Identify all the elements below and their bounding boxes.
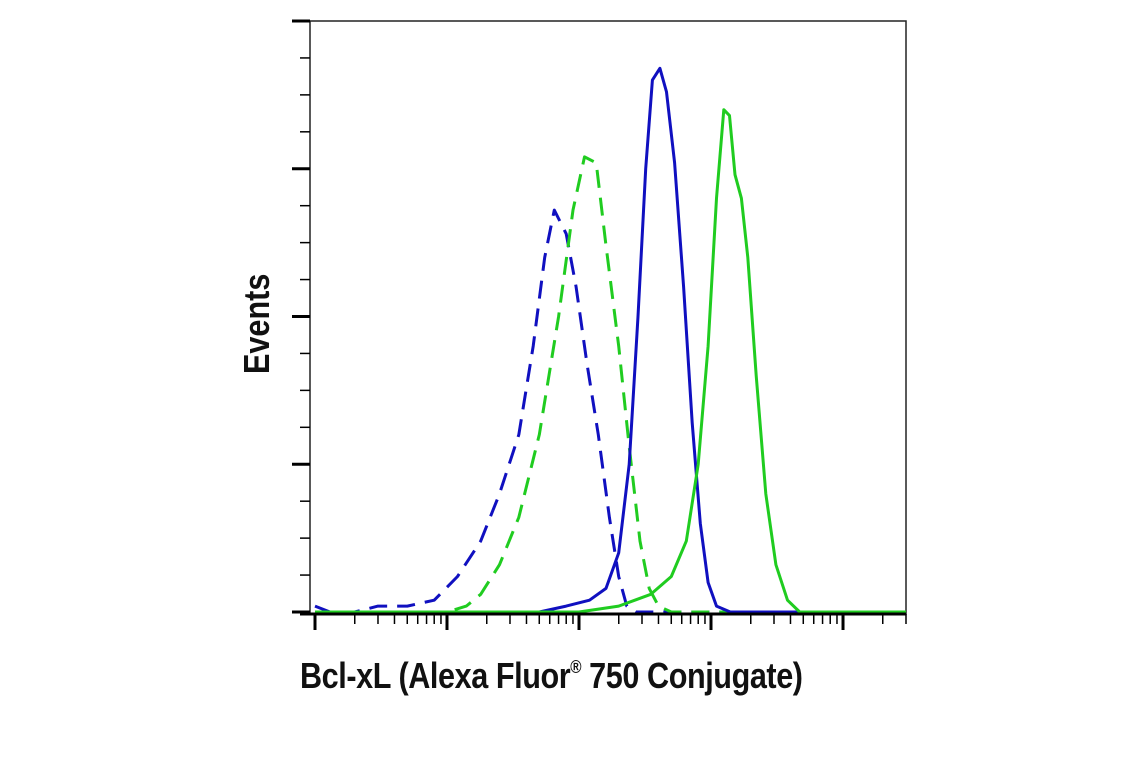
x-axis-ticks xyxy=(313,614,907,630)
histogram-series-4-solid xyxy=(315,108,906,614)
y-axis-title: Events xyxy=(236,273,277,374)
x-axis-title-main: Bcl-xL (Alexa Fluor xyxy=(300,655,571,696)
histogram-series-2-dashed xyxy=(315,155,906,614)
y-axis-ticks xyxy=(292,19,310,614)
series-layer xyxy=(314,66,906,614)
x-axis-title: Bcl-xL (Alexa Fluor® 750 Conjugate) xyxy=(300,655,803,697)
histogram-series-3-solid xyxy=(315,66,906,614)
registered-mark: ® xyxy=(570,657,582,677)
x-axis-title-suffix: 750 Conjugate) xyxy=(581,655,803,696)
plot-frame xyxy=(309,20,907,615)
histogram-series-1-dashed xyxy=(314,208,906,614)
